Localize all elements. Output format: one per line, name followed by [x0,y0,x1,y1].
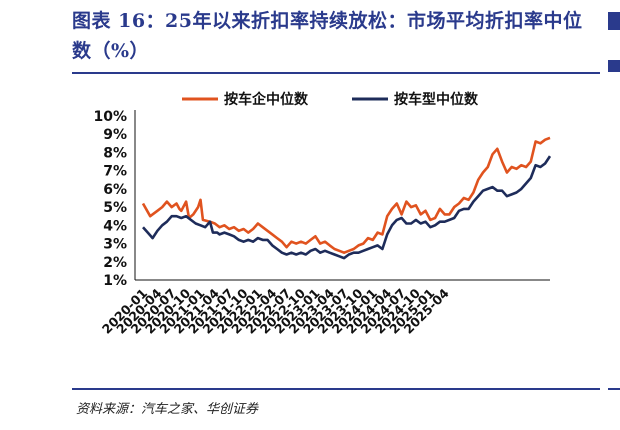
y-tick-label: 5% [103,200,127,216]
chart-legend: 按车企中位数 按车型中位数 [182,91,479,108]
plot-area [141,136,552,260]
y-tick-label: 4% [103,218,127,234]
y-tick-label: 6% [103,182,127,198]
series-line-brand-median [141,136,551,254]
y-tick-label: 3% [103,237,127,253]
y-tick-label: 9% [103,127,127,143]
series-line-model-median [142,155,552,260]
source-note: 资料来源：汽车之家、华创证券 [76,402,259,417]
y-tick-label: 1% [103,273,127,289]
bottom-divider [72,388,600,390]
adjacent-panel-edge [608,388,620,390]
adjacent-panel-edge [608,60,620,72]
legend-label: 按车企中位数 [224,91,309,108]
top-divider [72,72,600,74]
y-tick-label: 8% [103,145,127,161]
y-tick-label: 7% [103,164,127,180]
x-axis: 2020-012020-042020-072020-102021-012021-… [99,279,550,337]
y-tick-label: 2% [103,255,127,271]
legend-label: 按车型中位数 [394,91,479,108]
y-tick-label: 10% [93,109,127,125]
adjacent-panel-edge [608,12,620,30]
chart-title: 图表 16：25年以来折扣率持续放松：市场平均折扣率中位数（%） [72,10,583,62]
y-axis: 10% 9% 8% 7% 6% 5% 4% 3% 2% 1% [93,109,136,289]
